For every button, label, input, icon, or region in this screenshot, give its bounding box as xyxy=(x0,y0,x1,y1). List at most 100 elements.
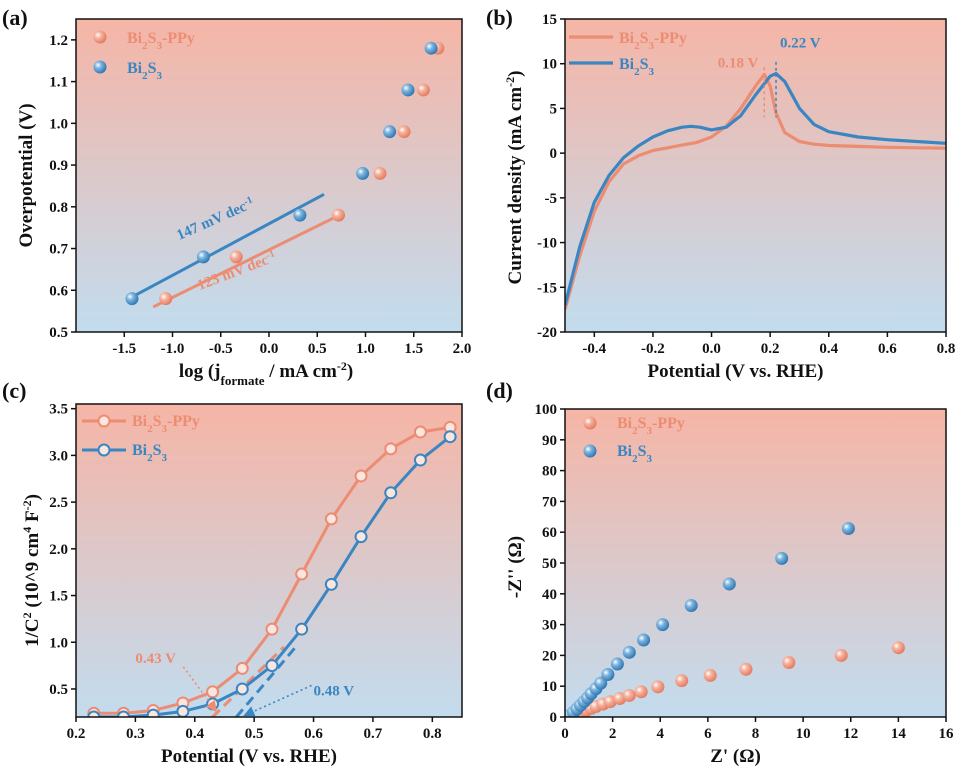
x-tick-label: 1.5 xyxy=(404,341,423,357)
panel-b: (b) -0.4 -0.2 0.0 0.2 0.4 0.6 0.8 -20 -15 -10 -5 0 5 1… xyxy=(486,5,955,382)
data-point-blue xyxy=(356,166,370,180)
y-axis-title: Current density (mA cm-2) xyxy=(503,71,526,285)
legend-label: Bi2S3 xyxy=(619,56,655,78)
data-point-orange xyxy=(235,661,249,675)
data-point-orange xyxy=(206,685,220,699)
data-point-orange xyxy=(384,442,398,456)
y-tick-label: 15 xyxy=(542,12,557,28)
data-point-blue xyxy=(424,41,438,55)
y-tick-label: 70 xyxy=(542,494,557,510)
data-point-orange xyxy=(675,674,689,688)
legend: Bi2S3-PPy Bi2S3 xyxy=(93,30,195,82)
x-tick-label: 0.5 xyxy=(308,341,327,357)
x-axis-title: Z' (Ω) xyxy=(710,746,761,767)
y-tick-label: 0 xyxy=(550,710,558,726)
y-tick-label: 0.7 xyxy=(49,242,68,258)
legend-label: Bi2S3 xyxy=(617,443,653,465)
legend-label: Bi2S3-PPy xyxy=(127,30,195,52)
y-tick-label: 10 xyxy=(542,679,557,695)
plot-background xyxy=(76,19,462,332)
x-tick-label: -0.2 xyxy=(641,341,665,357)
y-tick-label: 5 xyxy=(550,101,558,117)
data-point-blue xyxy=(354,530,368,544)
data-point-blue xyxy=(265,659,279,673)
y-tick-label: -15 xyxy=(537,280,557,296)
y-tick-label: 0.5 xyxy=(49,325,68,341)
data-point-blue xyxy=(443,430,457,444)
plot-area xyxy=(565,522,905,717)
data-point-orange xyxy=(634,685,648,699)
data-point-orange xyxy=(651,680,665,694)
data-point-orange xyxy=(331,208,345,222)
x-tick-label: 0.0 xyxy=(702,341,721,357)
x-tick-label: 14 xyxy=(891,726,907,742)
y-tick-label: 1.2 xyxy=(49,33,68,49)
data-point-blue xyxy=(176,704,190,717)
axis-frame xyxy=(75,403,463,718)
y-tick-label: 2.5 xyxy=(49,495,68,511)
x-tick-label: -0.4 xyxy=(582,341,606,357)
y-tick-label: 90 xyxy=(542,433,557,449)
legend-label: Bi2S3-PPy xyxy=(617,415,685,437)
legend: Bi2S3-PPy Bi2S3 xyxy=(583,415,685,465)
x-axis-title: Potential (V vs. RHE) xyxy=(161,746,337,767)
y-tick-label: 30 xyxy=(542,618,557,634)
data-point-blue xyxy=(841,522,855,536)
x-tick-label: 0.0 xyxy=(260,341,279,357)
data-point-blue xyxy=(637,633,651,647)
plot-area xyxy=(125,41,445,309)
data-point-orange xyxy=(373,166,387,180)
x-tick-label: 12 xyxy=(843,726,858,742)
data-point-blue xyxy=(656,618,670,632)
data-point-blue xyxy=(383,125,397,139)
data-point-blue xyxy=(87,710,101,717)
y-tick-label: 3.5 xyxy=(49,402,68,418)
panel-d: (d) 0 2 4 6 8 10 12 14 16 0 10 20 30 40 50 60 70 80 90 100 Bi… xyxy=(486,378,954,767)
plot-background xyxy=(565,19,946,332)
y-tick-label: 0.9 xyxy=(49,158,68,174)
data-point-blue xyxy=(401,83,415,97)
x-tick-label: 0.4 xyxy=(185,726,204,742)
x-tick-label: 0.3 xyxy=(126,726,145,742)
data-point-orange xyxy=(782,655,796,669)
legend-marker-orange xyxy=(93,30,107,44)
fit-line-blue xyxy=(128,192,325,300)
data-point-blue xyxy=(146,708,160,717)
y-tick-label: 1.5 xyxy=(49,589,68,605)
panel-label: (d) xyxy=(486,378,513,403)
legend-label: Bi2S3-PPy xyxy=(619,30,687,52)
y-tick-label: 0 xyxy=(550,146,558,162)
x-tick-label: 0 xyxy=(561,726,569,742)
x-tick-label: 0.6 xyxy=(304,726,323,742)
y-tick-label: 1.0 xyxy=(49,635,68,651)
x-tick-label: 0.2 xyxy=(67,726,86,742)
x-tick-label: 0.2 xyxy=(761,341,780,357)
panel-label: (c) xyxy=(2,378,26,403)
y-tick-label: 0.8 xyxy=(49,200,68,216)
panel-c: (c) 0.2 0.3 0.4 0.5 0.6 0.7 0.8 0.5 1.0 1.5 2.0 2.5 3… xyxy=(2,378,463,767)
x-tick-label: -1.5 xyxy=(112,341,136,357)
data-point-orange xyxy=(159,292,173,306)
y-tick-label: 2.0 xyxy=(49,542,68,558)
series-line-blue xyxy=(565,72,946,306)
data-point-blue xyxy=(622,645,636,659)
y-tick-label: -10 xyxy=(537,236,557,252)
series-line-orange xyxy=(565,72,946,311)
data-point-orange xyxy=(739,662,753,676)
y-tick-label: -20 xyxy=(537,325,557,341)
panel-label: (b) xyxy=(486,5,513,30)
legend-label: Bi2S3-PPy xyxy=(132,413,200,435)
data-point-orange xyxy=(622,688,636,702)
data-point-orange xyxy=(354,469,368,483)
intercept-arrow xyxy=(182,666,217,713)
data-point-blue xyxy=(125,292,139,306)
data-point-blue xyxy=(610,657,624,671)
data-point-blue xyxy=(601,667,615,681)
y-tick-label: 1.0 xyxy=(49,116,68,132)
y-tick-label: 100 xyxy=(535,402,558,418)
data-point-blue xyxy=(413,453,427,467)
y-axis-title: -Z'' (Ω) xyxy=(505,536,526,598)
data-point-blue xyxy=(684,599,698,613)
data-point-blue xyxy=(775,551,789,565)
legend-marker-blue xyxy=(583,444,597,458)
